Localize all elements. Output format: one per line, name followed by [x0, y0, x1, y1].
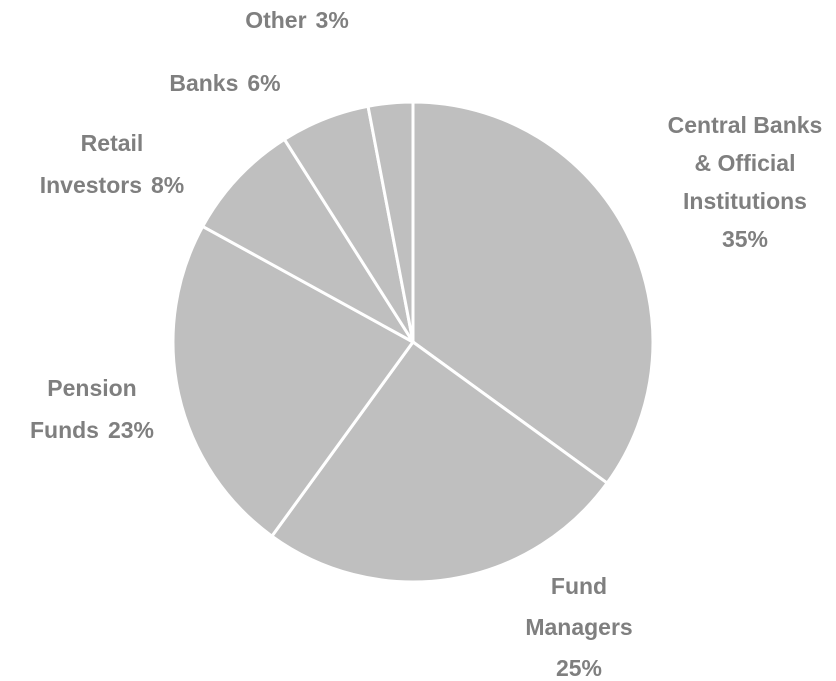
label-line: Funds	[30, 417, 99, 443]
label-line: Central Banks	[668, 112, 823, 138]
label-line: Other	[245, 7, 306, 33]
slice-label: Other	[245, 7, 306, 33]
label-line: Banks	[169, 70, 238, 96]
slice-label: Retail Investors	[40, 130, 144, 198]
slice-label: Banks	[169, 70, 238, 96]
value-label: 23%	[108, 417, 154, 443]
pie-slice	[200, 137, 415, 344]
label-line: Investors	[40, 172, 142, 198]
label-line: Managers	[525, 614, 632, 640]
slice-label: Pension Funds	[30, 375, 137, 443]
label-line: Retail	[81, 130, 144, 156]
value-label: 6%	[247, 70, 280, 96]
label-line: Pension	[47, 375, 136, 401]
pie-slice	[411, 100, 655, 486]
pie-slice	[366, 100, 415, 343]
value-label: 25%	[556, 655, 602, 681]
label-line: & Official	[695, 150, 796, 176]
pie-slice	[171, 224, 416, 539]
pie-slice	[269, 339, 610, 584]
value-label: 3%	[316, 7, 349, 33]
label-line: Institutions	[683, 188, 807, 214]
value-label: 35%	[722, 226, 768, 252]
value-label: 8%	[151, 172, 184, 198]
slice-label: Central Banks & Official Institutions	[668, 112, 823, 214]
label-line: Fund	[551, 573, 607, 599]
slice-label: Fund Managers	[525, 573, 632, 640]
